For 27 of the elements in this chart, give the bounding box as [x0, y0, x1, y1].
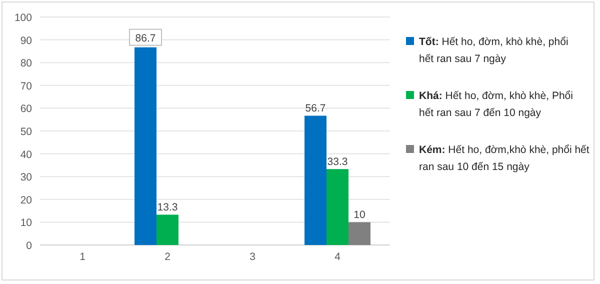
y-tick-label: 0 — [26, 240, 32, 252]
bar — [304, 116, 326, 245]
data-label: 33.3 — [327, 156, 348, 168]
data-label: 56.7 — [305, 102, 326, 115]
x-tick-label: 1 — [80, 251, 86, 263]
y-tick-label: 90 — [20, 34, 32, 47]
data-label: 86.7 — [135, 32, 156, 44]
x-tick-label: 2 — [164, 251, 171, 263]
legend-label: Kém: Hết ho, đờm,khò khè, phổi hết ran sau 10 đến 15 ngày — [419, 144, 590, 173]
y-tick-label: 30 — [20, 172, 32, 184]
y-tick-label: 20 — [20, 194, 32, 206]
data-label: 10 — [354, 209, 366, 222]
y-tick-label: 10 — [20, 217, 32, 230]
y-tick-label: 80 — [20, 58, 32, 70]
bar — [348, 222, 370, 245]
legend-label: Tốt: Hết ho, đờm, khò khè, phổi hết ran sau 7 ngày — [419, 36, 568, 65]
data-label: 13.3 — [157, 202, 178, 214]
y-tick-label: 100 — [14, 12, 32, 24]
y-tick-label: 70 — [20, 80, 32, 92]
y-tick-label: 60 — [20, 103, 32, 116]
bar — [326, 169, 348, 245]
bar — [156, 214, 178, 245]
y-tick-label: 40 — [20, 148, 32, 161]
legend-label: Khá: Hết ho, đờm, khò khè, Phổi hết ran sau 7 đến 10 ngày — [419, 90, 573, 119]
y-tick-label: 50 — [20, 126, 32, 138]
x-tick-label: 3 — [250, 251, 256, 263]
x-tick-label: 4 — [334, 251, 341, 263]
